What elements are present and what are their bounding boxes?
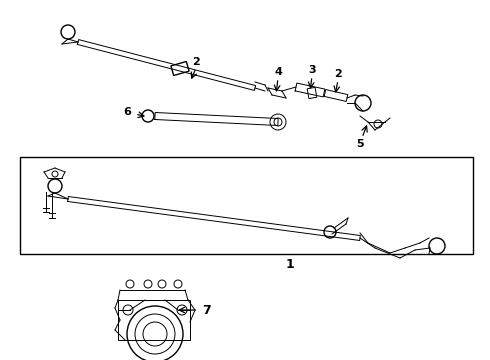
Text: 2: 2: [334, 69, 342, 79]
Bar: [118, 300, 190, 340]
Text: 7: 7: [201, 303, 210, 316]
Text: 2: 2: [192, 57, 200, 67]
Text: 5: 5: [356, 139, 364, 149]
Bar: [20, 157, 473, 254]
Bar: [171, 62, 189, 76]
Text: 3: 3: [308, 65, 316, 75]
Text: 4: 4: [274, 67, 282, 77]
Text: 1: 1: [286, 257, 294, 270]
Bar: [307, 87, 317, 99]
Text: 6: 6: [123, 107, 131, 117]
